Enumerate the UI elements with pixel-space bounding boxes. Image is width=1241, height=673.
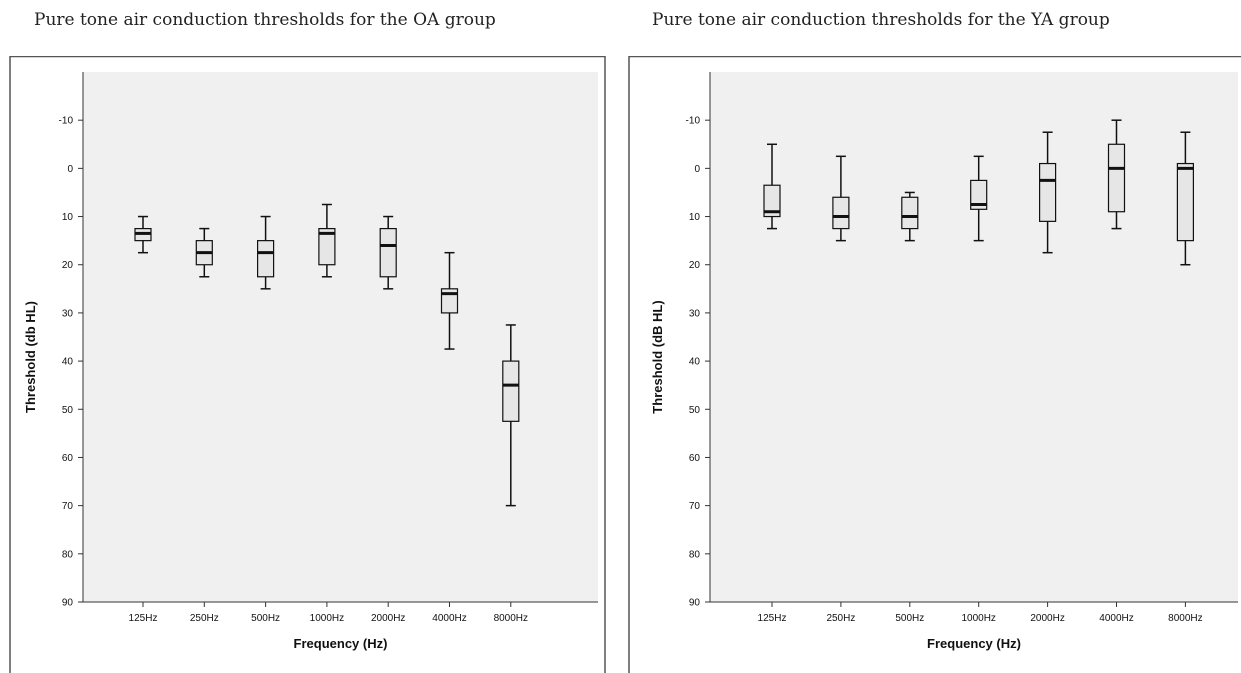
boxplot-chart-oa: -10 0 10 20 30 40 50 60 70 80 90 125Hz 250Hz 500Hz 100…	[9, 56, 606, 673]
y-tick-label: 50	[62, 405, 74, 416]
box-500Hz	[257, 215, 275, 290]
box-iqr	[901, 196, 919, 230]
y-tick-label: 70	[689, 501, 701, 512]
box-4000Hz	[1107, 119, 1126, 230]
y-tick-label: 30	[689, 308, 701, 319]
y-axis-title: Threshold (dB HL)	[650, 300, 665, 413]
box-125Hz	[763, 143, 781, 230]
x-tick-label: 125Hz	[758, 613, 787, 624]
x-tick-label: 250Hz	[826, 613, 855, 624]
y-tick-label: 80	[62, 549, 74, 560]
x-tick-label: 500Hz	[895, 613, 924, 624]
box-iqr	[318, 227, 336, 266]
box-iqr	[1107, 143, 1126, 213]
x-axis-title: Frequency (Hz)	[294, 636, 388, 651]
chart-title-ya: Pure tone air conduction thresholds for …	[652, 10, 1110, 30]
x-tick-label: 8000Hz	[1168, 613, 1202, 624]
x-tick-label: 1000Hz	[310, 613, 344, 624]
y-tick-label: 70	[62, 501, 74, 512]
box-iqr	[1039, 162, 1057, 222]
x-tick-label: 2000Hz	[371, 613, 405, 624]
x-tick-label: 2000Hz	[1030, 613, 1064, 624]
y-tick-label: 90	[689, 598, 701, 609]
y-tick-label: 40	[62, 357, 74, 368]
y-tick-label: 30	[62, 308, 74, 319]
box-iqr	[257, 240, 275, 278]
y-tick-label: 20	[62, 260, 74, 271]
y-tick-label: 10	[62, 212, 74, 223]
box-4000Hz	[440, 251, 459, 350]
y-tick-label: 10	[689, 212, 701, 223]
plot-area	[83, 72, 598, 602]
y-tick-label: 90	[62, 598, 74, 609]
box-iqr	[763, 184, 781, 218]
box-iqr	[970, 179, 988, 210]
x-tick-label: 1000Hz	[961, 613, 995, 624]
box-250Hz	[195, 227, 213, 278]
box-iqr	[832, 196, 850, 230]
y-tick-label: 0	[67, 164, 73, 175]
box-1000Hz	[970, 155, 988, 242]
x-tick-label: 125Hz	[129, 613, 158, 624]
y-tick-label: -10	[59, 116, 74, 127]
box-iqr	[379, 227, 397, 278]
y-axis-title: Threshold (db HL)	[23, 301, 38, 413]
box-iqr	[502, 360, 520, 422]
box-250Hz	[832, 155, 850, 242]
y-tick-label: 0	[694, 164, 700, 175]
plot-area	[710, 72, 1238, 602]
x-tick-label: 4000Hz	[1099, 613, 1133, 624]
box-8000Hz	[502, 324, 520, 507]
y-tick-label: 40	[689, 357, 701, 368]
x-tick-label: 8000Hz	[494, 613, 528, 624]
x-tick-label: 500Hz	[251, 613, 280, 624]
box-2000Hz	[1039, 131, 1057, 254]
box-8000Hz	[1176, 131, 1195, 266]
chart-title-oa: Pure tone air conduction thresholds for …	[34, 10, 496, 30]
x-axis-title: Frequency (Hz)	[927, 636, 1021, 651]
y-tick-label: 60	[62, 453, 74, 464]
box-2000Hz	[379, 215, 397, 290]
y-tick-label: -10	[686, 116, 701, 127]
y-tick-label: 60	[689, 453, 701, 464]
box-iqr	[1176, 162, 1195, 242]
y-tick-label: 80	[689, 549, 701, 560]
y-tick-label: 50	[689, 405, 701, 416]
y-tick-label: 20	[689, 260, 701, 271]
boxplot-chart-ya: -10 0 10 20 30 40 50 60 70 80 90 125Hz 250Hz 500Hz 100…	[628, 56, 1241, 673]
x-tick-label: 250Hz	[190, 613, 219, 624]
x-tick-label: 4000Hz	[432, 613, 466, 624]
box-125Hz	[134, 215, 152, 254]
box-1000Hz	[318, 203, 336, 278]
box-500Hz	[901, 191, 919, 242]
